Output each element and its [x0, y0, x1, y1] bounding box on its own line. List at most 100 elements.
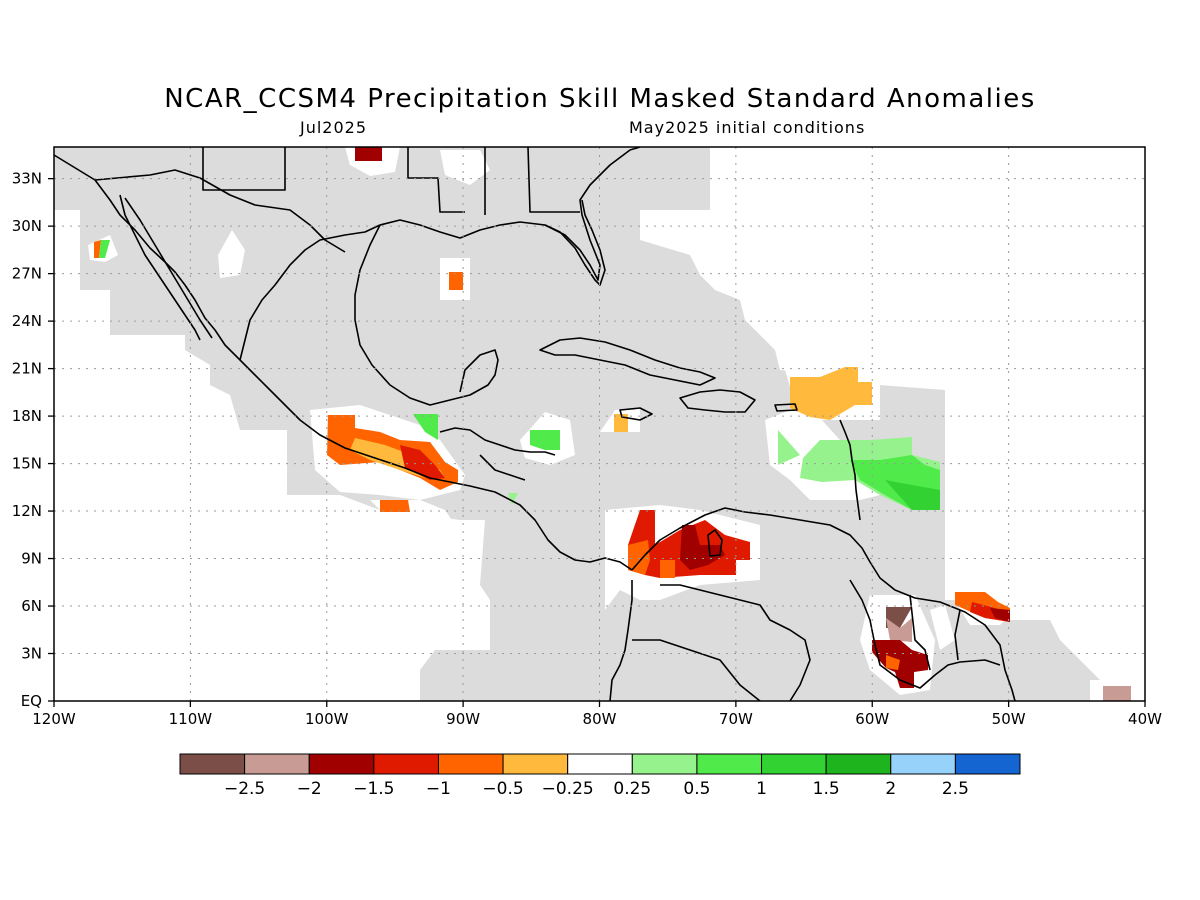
colorbar-label: −1.5	[353, 779, 394, 799]
colorbar-swatch	[761, 753, 827, 775]
colorbar-swatch	[373, 753, 439, 775]
colorbar-swatch	[502, 753, 569, 775]
anomaly-patch	[94, 240, 101, 258]
latitude-tick-label: 21N	[12, 360, 42, 378]
latitude-tick-label: 15N	[12, 455, 42, 473]
longitude-tick-label: 60W	[855, 710, 889, 728]
longitude-tick-label: 120W	[32, 710, 76, 728]
latitude-tick-label: 24N	[12, 312, 42, 330]
colorbar-swatch	[954, 753, 1021, 775]
gridlines	[54, 147, 1145, 701]
longitude-ticks: 120W 110W 100W 90W 80W 70W 60W 50W 40W	[32, 701, 1162, 728]
anomaly-patch	[614, 414, 628, 432]
coastline	[707, 529, 723, 557]
colorbar-label: 2	[885, 779, 896, 799]
latitude-tick-label: 33N	[12, 170, 42, 188]
colorbar-swatch	[825, 753, 892, 775]
latitude-tick-label: 30N	[12, 217, 42, 235]
valid-month-label: Jul2025	[300, 118, 368, 137]
coastline	[484, 147, 580, 215]
colorbar-swatch	[244, 753, 310, 775]
latitude-tick-label: 12N	[12, 502, 42, 520]
coastline	[479, 454, 526, 481]
anomaly-patch	[886, 618, 912, 642]
colorbar-swatch	[890, 753, 956, 775]
mask-hole	[218, 230, 245, 278]
anomaly-patch	[355, 147, 382, 161]
colorbar-swatch	[308, 753, 375, 775]
anomaly-patch	[400, 445, 445, 480]
anomaly-patch	[680, 525, 725, 570]
colorbar-label: 0.5	[683, 779, 710, 799]
coastline	[660, 584, 811, 701]
coastline	[619, 407, 653, 421]
coastline	[954, 609, 961, 661]
anomaly-patch	[628, 540, 650, 575]
coastline	[119, 194, 201, 341]
colorbar-label: −0.25	[542, 779, 594, 799]
longitude-tick-label: 90W	[446, 710, 480, 728]
colorbar-swatch	[567, 753, 633, 775]
anomaly-patch	[99, 240, 110, 258]
colorbar-label: 1	[756, 779, 767, 799]
colorbar-swatch	[179, 753, 246, 775]
coastline	[94, 169, 346, 253]
anomaly-patch	[886, 655, 900, 670]
latitude-ticks: EQ 3N 6N 9N 12N 15N 18N 21N 24N 27N 30N 33N	[12, 170, 54, 710]
colorbar-label: 0.25	[613, 779, 651, 799]
latitude-tick-label: 6N	[21, 597, 42, 615]
coastline	[202, 147, 286, 191]
coastline	[774, 403, 798, 412]
colorbar: −2.5 −2 −1.5 −1 −0.5 −0.25 0.25 0.5 1 1.5 2 2.5	[179, 753, 1021, 799]
mask-hole	[930, 605, 955, 650]
anomaly-patch	[1103, 686, 1131, 701]
latitude-tick-label: 27N	[12, 265, 42, 283]
coastline	[539, 337, 716, 386]
map-title: NCAR_CCSM4 Precipitation Skill Masked St…	[164, 84, 1036, 114]
coastline	[849, 579, 1001, 689]
coastlines	[54, 147, 1016, 701]
anomaly-patch	[380, 500, 410, 512]
anomaly-patch	[885, 480, 940, 510]
coastline	[839, 419, 861, 521]
latitude-tick-label: 18N	[12, 407, 42, 425]
latitude-tick-label: 3N	[21, 645, 42, 663]
anomaly-patch	[872, 640, 928, 688]
anomaly-patch	[413, 414, 438, 440]
colorbar-label: −1	[426, 779, 451, 799]
colorbar-label: 2.5	[942, 779, 969, 799]
longitude-tick-label: 50W	[992, 710, 1026, 728]
coastline	[354, 224, 499, 406]
latitude-tick-label: 9N	[21, 550, 42, 568]
mask-hole	[440, 150, 490, 185]
coastline	[909, 594, 931, 671]
longitude-tick-label: 70W	[719, 710, 753, 728]
coastline	[54, 154, 633, 571]
longitude-tick-label: 80W	[583, 710, 617, 728]
coastline	[679, 389, 756, 413]
longitude-tick-label: 100W	[305, 710, 349, 728]
coastline	[407, 147, 465, 213]
colorbar-label: −0.5	[482, 779, 523, 799]
longitude-tick-label: 110W	[169, 710, 213, 728]
coastline	[239, 147, 641, 361]
colorbar-label: 1.5	[813, 779, 840, 799]
colorbar-swatch	[631, 753, 698, 775]
anomaly-layer	[94, 147, 1131, 701]
latitude-tick-label: EQ	[21, 692, 42, 710]
coastline	[439, 427, 556, 456]
colorbar-label: −2	[297, 779, 322, 799]
anomaly-patch	[530, 430, 560, 450]
colorbar-label: −2.5	[224, 779, 265, 799]
initial-conditions-label: May2025 initial conditions	[629, 118, 866, 137]
anomaly-patch	[508, 493, 518, 505]
coastline	[609, 580, 633, 701]
colorbar-swatch	[437, 753, 504, 775]
anomaly-patch	[990, 608, 1010, 622]
coastline	[631, 507, 1016, 701]
coastline	[124, 197, 213, 339]
anomaly-patch	[449, 272, 463, 290]
anomaly-patch	[790, 367, 872, 420]
longitude-tick-label: 40W	[1128, 710, 1162, 728]
